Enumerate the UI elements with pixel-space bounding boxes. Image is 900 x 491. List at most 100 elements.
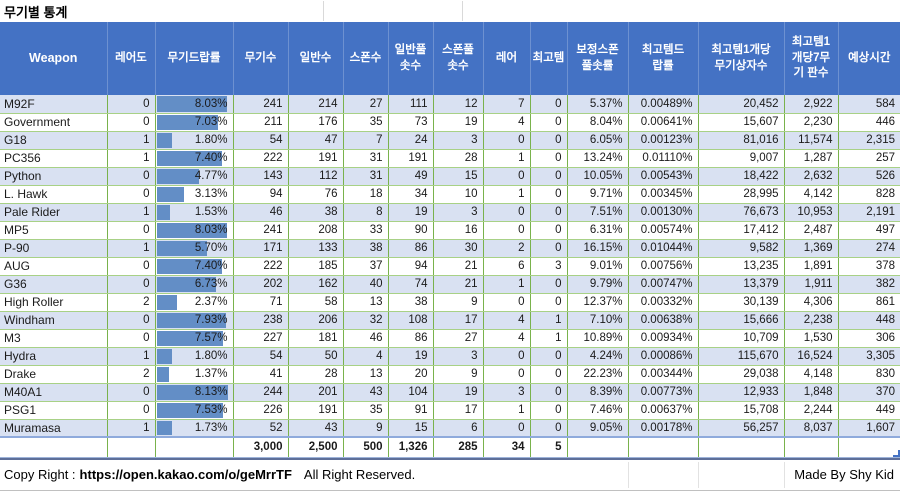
cell-adjusted-spawn-pool-rate[interactable]: 16.15%	[566, 239, 628, 258]
column-header-weapon-count[interactable]: 무기수	[232, 22, 288, 95]
cell-boxes-per-top-item[interactable]: 9,007	[697, 149, 784, 168]
column-header-normal-count[interactable]: 일반수	[287, 22, 343, 95]
column-header-drop-rate[interactable]: 무기드랍률	[154, 22, 233, 95]
cell-runs-per-top-item[interactable]: 1,530	[783, 329, 838, 348]
cell-runs-per-top-item[interactable]: 2,230	[783, 113, 838, 132]
cell-adjusted-spawn-pool-rate[interactable]: 5.37%	[566, 95, 628, 114]
cell-spawn-pool-count[interactable]: 3	[432, 131, 483, 150]
cell-rare-count[interactable]: 0	[482, 221, 530, 240]
total-weapon[interactable]	[0, 436, 107, 458]
cell-drop-rate[interactable]: 7.40%	[154, 257, 233, 276]
cell-weapon-count[interactable]: 143	[232, 167, 288, 186]
cell-top-item-count[interactable]: 0	[529, 131, 567, 150]
cell-top-item-drop-rate[interactable]: 0.00773%	[627, 383, 698, 402]
cell-weapon-count[interactable]: 238	[232, 311, 288, 330]
cell-top-item-count[interactable]: 0	[529, 347, 567, 366]
cell-rare-count[interactable]: 6	[482, 257, 530, 276]
cell-normal-count[interactable]: 162	[287, 275, 343, 294]
cell-top-item-drop-rate[interactable]: 0.00641%	[627, 113, 698, 132]
cell-weapon[interactable]: Hydra	[0, 347, 107, 366]
cell-top-item-drop-rate[interactable]: 0.00130%	[627, 203, 698, 222]
cell-expected-time[interactable]: 584	[837, 95, 900, 114]
cell-adjusted-spawn-pool-rate[interactable]: 9.01%	[566, 257, 628, 276]
cell-spawn-count[interactable]: 13	[342, 365, 388, 384]
cell-boxes-per-top-item[interactable]: 20,452	[697, 95, 784, 114]
cell-adjusted-spawn-pool-rate[interactable]: 9.05%	[566, 419, 628, 438]
cell-expected-time[interactable]: 2,315	[837, 131, 900, 150]
cell-runs-per-top-item[interactable]: 11,574	[783, 131, 838, 150]
cell-normal-count[interactable]: 47	[287, 131, 343, 150]
cell-boxes-per-top-item[interactable]: 9,582	[697, 239, 784, 258]
cell-rarity[interactable]: 2	[106, 365, 155, 384]
cell-top-item-drop-rate[interactable]: 0.00178%	[627, 419, 698, 438]
cell-weapon[interactable]: PC356	[0, 149, 107, 168]
cell-rare-count[interactable]: 2	[482, 239, 530, 258]
cell-weapon-count[interactable]: 226	[232, 401, 288, 420]
cell-spawn-count[interactable]: 35	[342, 401, 388, 420]
cell-top-item-count[interactable]: 0	[529, 401, 567, 420]
cell-runs-per-top-item[interactable]: 2,632	[783, 167, 838, 186]
cell-weapon[interactable]: Python	[0, 167, 107, 186]
cell-rare-count[interactable]: 0	[482, 365, 530, 384]
cell-spawn-count[interactable]: 35	[342, 113, 388, 132]
cell-boxes-per-top-item[interactable]: 15,666	[697, 311, 784, 330]
cell-spawn-count[interactable]: 43	[342, 383, 388, 402]
total-runs-per-top-item[interactable]	[783, 436, 838, 458]
cell-spawn-pool-count[interactable]: 19	[432, 113, 483, 132]
cell-top-item-drop-rate[interactable]: 0.00345%	[627, 185, 698, 204]
cell-adjusted-spawn-pool-rate[interactable]: 6.05%	[566, 131, 628, 150]
cell-top-item-count[interactable]: 0	[529, 293, 567, 312]
cell-boxes-per-top-item[interactable]: 13,379	[697, 275, 784, 294]
cell-spawn-count[interactable]: 38	[342, 239, 388, 258]
cell-weapon[interactable]: G18	[0, 131, 107, 150]
cell-spawn-count[interactable]: 40	[342, 275, 388, 294]
cell-top-item-count[interactable]: 3	[529, 257, 567, 276]
cell-top-item-count[interactable]: 1	[529, 329, 567, 348]
cell-rarity[interactable]: 0	[106, 185, 155, 204]
cell-spawn-count[interactable]: 18	[342, 185, 388, 204]
cell-normal-pool-count[interactable]: 19	[387, 203, 433, 222]
cell-rarity[interactable]: 0	[106, 221, 155, 240]
cell-drop-rate[interactable]: 8.03%	[154, 95, 233, 114]
cell-spawn-pool-count[interactable]: 30	[432, 239, 483, 258]
cell-rarity[interactable]: 2	[106, 293, 155, 312]
cell-top-item-count[interactable]: 0	[529, 149, 567, 168]
cell-rarity[interactable]: 0	[106, 95, 155, 114]
cell-adjusted-spawn-pool-rate[interactable]: 10.05%	[566, 167, 628, 186]
cell-normal-count[interactable]: 76	[287, 185, 343, 204]
cell-weapon-count[interactable]: 54	[232, 347, 288, 366]
cell-weapon-count[interactable]: 202	[232, 275, 288, 294]
cell-boxes-per-top-item[interactable]: 15,708	[697, 401, 784, 420]
cell-normal-count[interactable]: 214	[287, 95, 343, 114]
total-normal-count[interactable]: 2,500	[287, 436, 343, 458]
cell-weapon-count[interactable]: 227	[232, 329, 288, 348]
cell-drop-rate[interactable]: 7.40%	[154, 149, 233, 168]
cell-spawn-count[interactable]: 13	[342, 293, 388, 312]
cell-spawn-pool-count[interactable]: 12	[432, 95, 483, 114]
column-header-adjusted-spawn-pool-rate[interactable]: 보정스폰 풀솟률	[566, 22, 628, 95]
total-top-item-count[interactable]: 5	[529, 436, 567, 458]
cell-top-item-drop-rate[interactable]: 0.00756%	[627, 257, 698, 276]
cell-rare-count[interactable]: 4	[482, 329, 530, 348]
cell-spawn-pool-count[interactable]: 6	[432, 419, 483, 438]
cell-adjusted-spawn-pool-rate[interactable]: 7.51%	[566, 203, 628, 222]
cell-weapon[interactable]: MP5	[0, 221, 107, 240]
cell-rare-count[interactable]: 0	[482, 203, 530, 222]
cell-normal-pool-count[interactable]: 104	[387, 383, 433, 402]
cell-rare-count[interactable]: 4	[482, 113, 530, 132]
cell-top-item-count[interactable]: 0	[529, 167, 567, 186]
cell-weapon[interactable]: Windham	[0, 311, 107, 330]
cell-adjusted-spawn-pool-rate[interactable]: 22.23%	[566, 365, 628, 384]
cell-runs-per-top-item[interactable]: 1,891	[783, 257, 838, 276]
cell-top-item-count[interactable]: 0	[529, 203, 567, 222]
cell-normal-count[interactable]: 181	[287, 329, 343, 348]
cell-top-item-count[interactable]: 0	[529, 221, 567, 240]
cell-runs-per-top-item[interactable]: 2,922	[783, 95, 838, 114]
column-header-spawn-pool-count[interactable]: 스폰풀 솟수	[432, 22, 483, 95]
cell-rare-count[interactable]: 0	[482, 419, 530, 438]
cell-normal-pool-count[interactable]: 34	[387, 185, 433, 204]
cell-normal-pool-count[interactable]: 86	[387, 329, 433, 348]
cell-drop-rate[interactable]: 7.03%	[154, 113, 233, 132]
cell-weapon[interactable]: P-90	[0, 239, 107, 258]
cell-top-item-count[interactable]: 0	[529, 419, 567, 438]
